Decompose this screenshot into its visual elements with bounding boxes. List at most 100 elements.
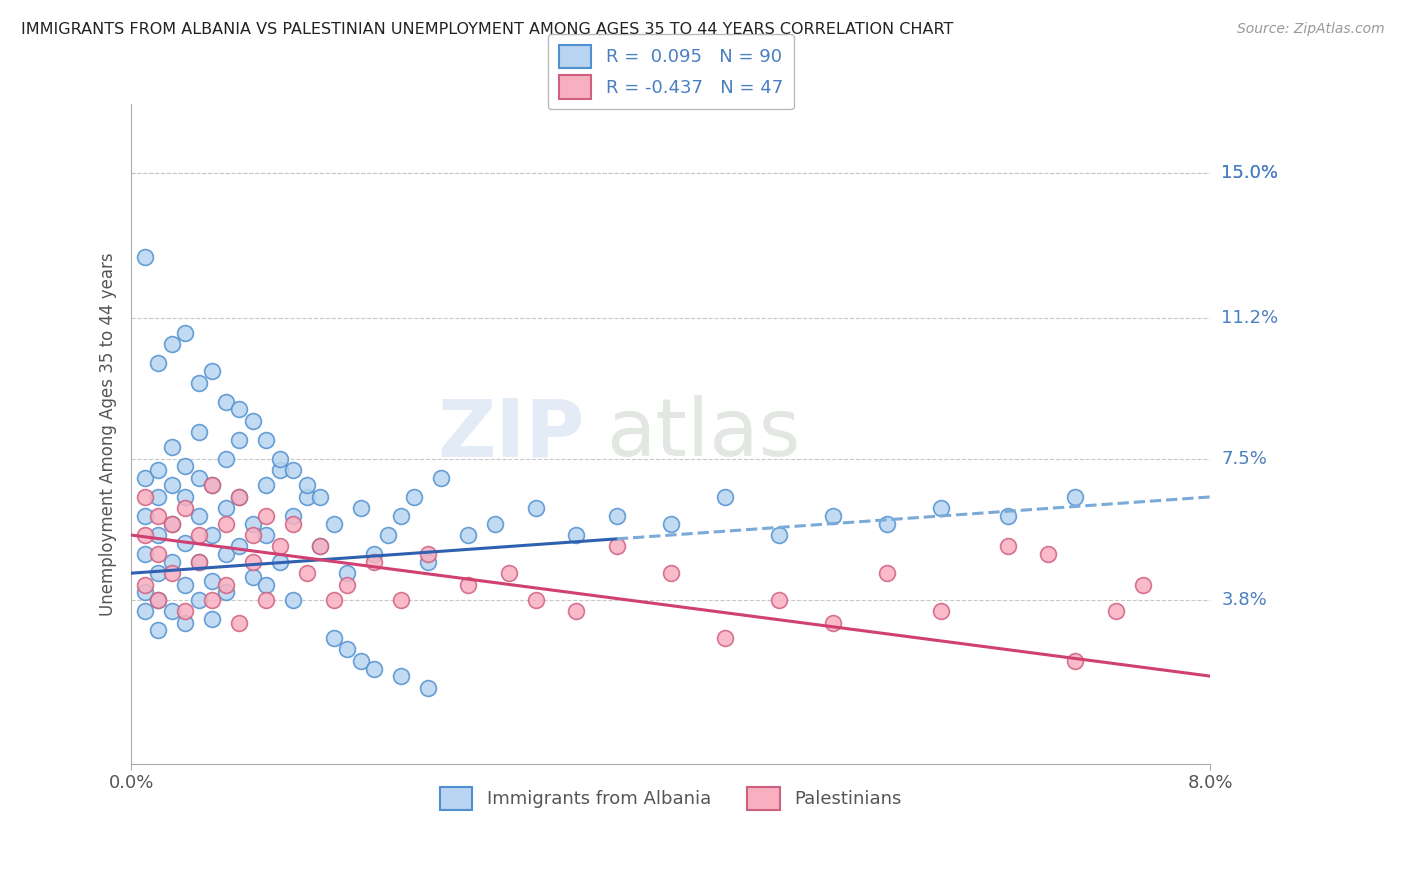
Point	[565, 604, 588, 618]
Point	[309, 490, 332, 504]
Point	[201, 478, 224, 492]
Point	[336, 577, 359, 591]
Point	[876, 516, 898, 531]
Text: 15.0%: 15.0%	[1222, 164, 1278, 182]
Point	[997, 508, 1019, 523]
Point	[228, 433, 250, 447]
Point	[160, 566, 183, 581]
Point	[242, 414, 264, 428]
Point	[416, 681, 439, 695]
Point	[377, 528, 399, 542]
Point	[228, 490, 250, 504]
Point	[242, 516, 264, 531]
Point	[389, 669, 412, 683]
Point	[404, 490, 426, 504]
Point	[269, 555, 291, 569]
Point	[134, 508, 156, 523]
Point	[430, 471, 453, 485]
Point	[148, 508, 170, 523]
Point	[281, 516, 304, 531]
Point	[160, 555, 183, 569]
Point	[201, 528, 224, 542]
Point	[215, 577, 238, 591]
Point	[269, 540, 291, 554]
Point	[349, 501, 371, 516]
Point	[160, 337, 183, 351]
Point	[148, 528, 170, 542]
Legend: Immigrants from Albania, Palestinians: Immigrants from Albania, Palestinians	[429, 776, 912, 821]
Text: atlas: atlas	[606, 395, 800, 473]
Point	[768, 593, 790, 607]
Point	[389, 593, 412, 607]
Point	[336, 642, 359, 657]
Point	[215, 394, 238, 409]
Point	[821, 508, 844, 523]
Point	[201, 478, 224, 492]
Point	[1064, 490, 1087, 504]
Point	[484, 516, 506, 531]
Point	[148, 566, 170, 581]
Point	[281, 508, 304, 523]
Text: 3.8%: 3.8%	[1222, 591, 1267, 609]
Point	[498, 566, 520, 581]
Point	[363, 661, 385, 675]
Point	[134, 585, 156, 599]
Point	[187, 376, 209, 390]
Point	[148, 593, 170, 607]
Point	[389, 508, 412, 523]
Point	[713, 490, 735, 504]
Point	[295, 490, 318, 504]
Point	[322, 631, 344, 645]
Point	[174, 490, 197, 504]
Point	[606, 508, 628, 523]
Point	[174, 326, 197, 340]
Point	[148, 463, 170, 477]
Point	[148, 593, 170, 607]
Point	[254, 508, 277, 523]
Point	[242, 528, 264, 542]
Point	[565, 528, 588, 542]
Y-axis label: Unemployment Among Ages 35 to 44 years: Unemployment Among Ages 35 to 44 years	[100, 252, 117, 615]
Point	[215, 547, 238, 561]
Point	[416, 547, 439, 561]
Point	[215, 585, 238, 599]
Point	[242, 570, 264, 584]
Point	[1038, 547, 1060, 561]
Point	[713, 631, 735, 645]
Point	[457, 528, 479, 542]
Point	[187, 508, 209, 523]
Point	[269, 451, 291, 466]
Point	[416, 555, 439, 569]
Point	[336, 566, 359, 581]
Point	[134, 577, 156, 591]
Point	[929, 604, 952, 618]
Point	[309, 540, 332, 554]
Point	[187, 593, 209, 607]
Point	[295, 478, 318, 492]
Point	[187, 425, 209, 439]
Point	[322, 593, 344, 607]
Point	[174, 459, 197, 474]
Point	[457, 577, 479, 591]
Point	[929, 501, 952, 516]
Point	[228, 540, 250, 554]
Text: Source: ZipAtlas.com: Source: ZipAtlas.com	[1237, 22, 1385, 37]
Point	[524, 501, 547, 516]
Point	[228, 402, 250, 417]
Point	[606, 540, 628, 554]
Point	[134, 604, 156, 618]
Point	[187, 471, 209, 485]
Point	[281, 463, 304, 477]
Point	[349, 654, 371, 668]
Point	[174, 501, 197, 516]
Point	[148, 356, 170, 370]
Point	[187, 555, 209, 569]
Point	[1064, 654, 1087, 668]
Point	[215, 501, 238, 516]
Point	[160, 478, 183, 492]
Point	[160, 516, 183, 531]
Point	[254, 577, 277, 591]
Point	[134, 250, 156, 264]
Text: IMMIGRANTS FROM ALBANIA VS PALESTINIAN UNEMPLOYMENT AMONG AGES 35 TO 44 YEARS CO: IMMIGRANTS FROM ALBANIA VS PALESTINIAN U…	[21, 22, 953, 37]
Point	[254, 593, 277, 607]
